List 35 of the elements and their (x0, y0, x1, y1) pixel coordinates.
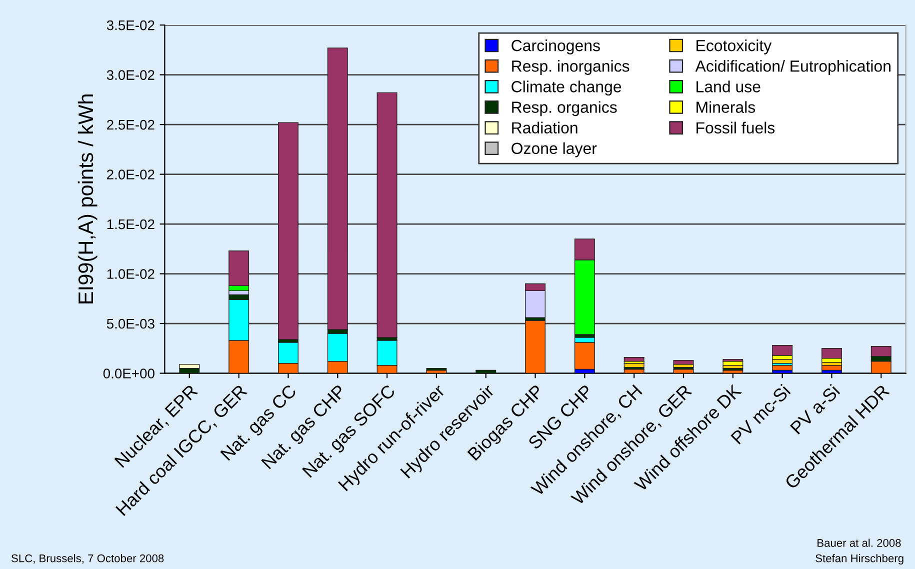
bar (822, 348, 842, 359)
y-tick-label: 0.0E+00 (103, 368, 154, 378)
y-axis-title: EI99(H,A) points / kWh (78, 94, 98, 304)
legend-label: Ecotoxicity (696, 39, 772, 54)
legend-label: Radiation (512, 122, 578, 134)
bar (673, 360, 694, 365)
legend-label: Climate change (512, 80, 622, 96)
y-tick-label: 1.5E-02 (107, 219, 154, 230)
y-tick-label: 2.5E-02 (107, 120, 154, 130)
bar (574, 342, 595, 370)
y-tick-label: 2.0E-02 (107, 170, 154, 180)
bar (278, 122, 298, 340)
bar (525, 320, 546, 374)
legend-label: Ozone layer (512, 142, 597, 158)
y-tick-label: 1.0E-02 (107, 269, 154, 279)
legend-label: Resp. inorganics (512, 60, 630, 75)
bar (476, 370, 496, 374)
bar (870, 360, 892, 374)
legend-label: Carcinogens (512, 39, 600, 54)
text: Bauer at al. 2008 (818, 538, 901, 547)
y-tick-label: 3.0E-02 (106, 70, 154, 80)
bar (179, 364, 200, 369)
legend-label: Acidification/ Eutrophication (695, 60, 890, 75)
bar (772, 345, 793, 356)
bar (327, 48, 348, 330)
y-tick-label: 5.0E-03 (106, 318, 154, 329)
bar (624, 356, 644, 362)
legend-label: Minerals (696, 101, 756, 113)
y-tick-label: 3.5E-02 (106, 20, 154, 30)
legend-label: Resp. organics (512, 101, 617, 116)
bar (376, 92, 398, 338)
legend-label: Fossil fuels (696, 122, 775, 134)
text: SLC, Brussels, 7 October 2008 (11, 554, 164, 564)
text: Stefan Hirschberg (816, 554, 904, 564)
legend-label: Land use (696, 80, 760, 92)
